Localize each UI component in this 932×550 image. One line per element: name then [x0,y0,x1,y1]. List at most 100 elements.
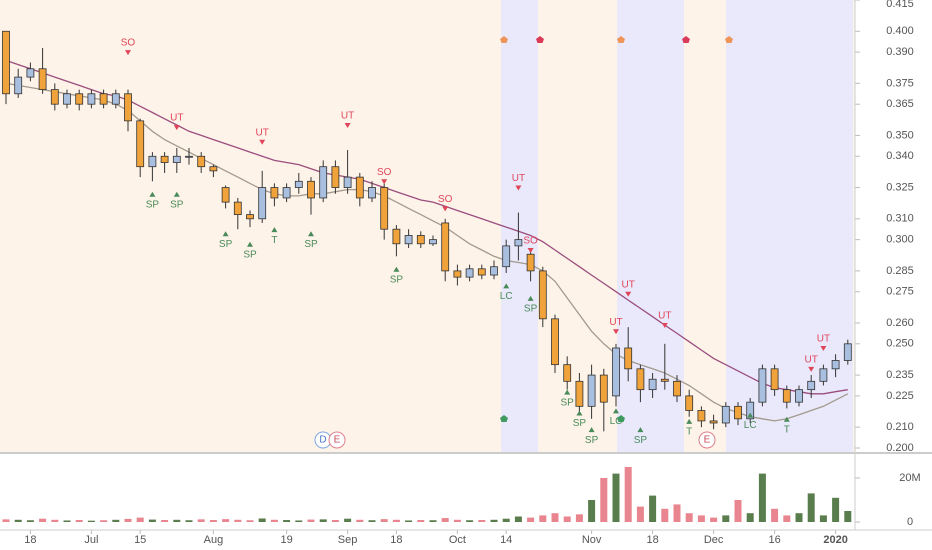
y-tick-label: 0.210 [886,421,914,433]
candle-body [624,347,633,370]
signal-arrow [247,241,253,247]
volume-bar [161,520,169,522]
candle-body [831,360,840,370]
event-badges: D E E [314,431,716,449]
signal-arrow [442,206,449,212]
volume-bar [771,508,779,522]
event-label: D [319,435,326,446]
plot-background [0,0,855,452]
signal-label: SP [304,239,318,250]
volume-bar [405,520,413,522]
volume-bar [539,515,547,522]
signal-label: UT [512,173,525,184]
signal-label: SP [243,249,257,260]
x-tick-label: 19 [280,534,292,546]
axes: 0.415 0.400 0.390 0.375 0.365 0.350 0.340 0.325… [24,0,920,546]
signal-arrow [613,329,619,335]
candle-body [526,253,535,272]
session-band [501,0,538,452]
signal-arrow [686,418,693,424]
candle-body [441,222,450,272]
volume-bar [514,516,522,522]
volume-bar [234,519,242,522]
candle-body [807,380,816,391]
volume-bar [661,508,669,522]
volume-bar [26,520,34,522]
candle-body [392,228,401,245]
x-tick-label: 18 [24,534,36,546]
candle-body [258,187,267,220]
candle-body [111,93,120,105]
candle-body [721,405,730,424]
signal-label: UT [170,113,183,124]
y-tick-label: 0.300 [886,234,914,246]
y-tick-label: 0.275 [886,286,914,298]
price-pane: SO UT UT UT SO SO UT SO UT UT UT UT UT SP SP SP SP T SP SP L… [2,30,852,446]
volume-bar [197,519,205,522]
volume-bar [392,519,400,522]
volume-bar [258,518,266,522]
candle-body [746,401,755,420]
candle-body [477,268,486,276]
signal-arrow [381,179,388,185]
candle-body [282,187,291,199]
candle-body [697,410,706,422]
volume-bar [270,519,278,522]
volume-pane [2,467,852,522]
volume-bar [502,518,510,522]
volume-bar [527,517,535,522]
candle-body [575,380,584,407]
signal-label: LC [744,420,757,431]
x-tick-label: Nov [582,534,602,546]
volume-bar [100,520,108,522]
candle-body [14,76,23,95]
x-tick-label: Dec [704,534,724,546]
volume-bar [710,517,718,522]
candle-body [148,155,157,168]
volume-bar [636,506,644,522]
x-tick-label: 2020 [823,534,847,546]
event-label: E [334,435,341,446]
signal-arrow [625,291,632,297]
volume-bar [673,504,681,522]
signal-label: UT [609,317,622,328]
candle-body [160,155,169,163]
signal-arrow [173,125,180,131]
y-tick-label: 0.365 [886,98,914,110]
volume-bar [441,518,449,522]
volume-bar [246,520,254,522]
signal-label: SP [219,239,233,250]
moving-average [5,82,849,422]
signal-arrow [820,345,827,351]
volume-bar [746,513,754,522]
signal-arrow [613,408,619,414]
candle-body [343,176,352,188]
candle-body [197,155,206,168]
volume-bar [758,473,766,522]
volume-bar [807,493,815,522]
volume-bar [819,515,827,522]
volume-bar [734,500,742,522]
candle-body [465,268,474,278]
signal-label: T [784,424,790,435]
signal-arrow [783,416,790,422]
signal-arrow [259,139,266,145]
candle-body [612,347,620,397]
signal-label: SP [585,435,599,446]
volume-bar [612,473,620,522]
x-tick-label: 15 [134,534,146,546]
signal-label: UT [341,111,354,122]
candle-body [124,93,132,122]
candle-body [551,318,559,366]
y-tick-label: 0.340 [886,150,914,162]
y-tick-label: 0.260 [886,317,914,329]
volume-bar [51,519,59,522]
candle-body [209,166,218,172]
volume-bar [600,478,608,522]
signal-label: SO [121,38,136,49]
candle-body [38,68,47,90]
candle-body [734,405,742,420]
candle-body [453,270,462,278]
signal-label: SP [561,397,575,408]
volume-bar [331,520,339,522]
